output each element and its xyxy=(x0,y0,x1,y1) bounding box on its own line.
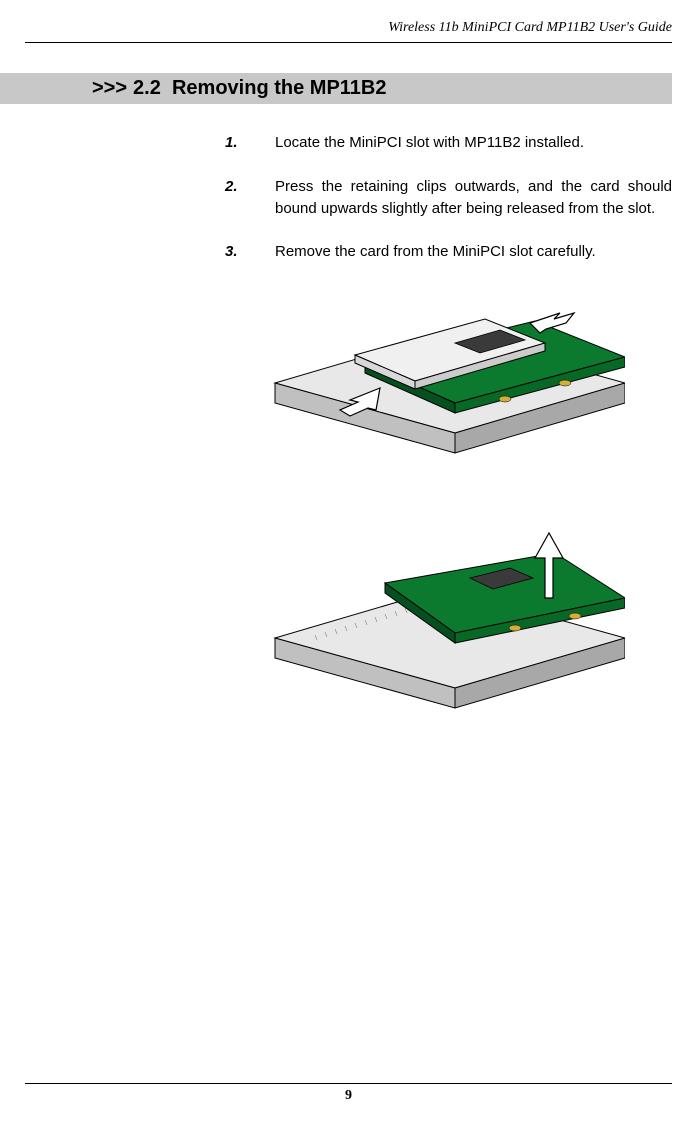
step-number: 1. xyxy=(225,132,275,154)
footer-divider xyxy=(25,1083,672,1084)
step-item: 3. Remove the card from the MiniPCI slot… xyxy=(225,241,672,263)
minipci-diagram-remove-icon xyxy=(245,528,625,728)
page-header: Wireless 11b MiniPCI Card MP11B2 User's … xyxy=(25,20,672,43)
page-number: 9 xyxy=(0,1088,697,1104)
section-heading: >>> 2.2 Removing the MP11B2 xyxy=(0,73,672,104)
step-number: 2. xyxy=(225,176,275,220)
steps-list: 1. Locate the MiniPCI slot with MP11B2 i… xyxy=(225,132,672,263)
diagram-2 xyxy=(245,528,672,733)
step-number: 3. xyxy=(225,241,275,263)
step-text: Remove the card from the MiniPCI slot ca… xyxy=(275,241,672,263)
step-text: Press the retaining clips outwards, and … xyxy=(275,176,672,220)
heading-title: Removing the MP11B2 xyxy=(172,77,387,99)
step-text: Locate the MiniPCI slot with MP11B2 inst… xyxy=(275,132,672,154)
heading-chevrons: >>> xyxy=(92,77,127,99)
diagrams-area xyxy=(245,293,672,733)
minipci-diagram-clips-icon xyxy=(245,293,625,473)
diagram-1 xyxy=(245,293,672,478)
step-item: 1. Locate the MiniPCI slot with MP11B2 i… xyxy=(225,132,672,154)
heading-number: 2.2 xyxy=(133,77,161,99)
step-item: 2. Press the retaining clips outwards, a… xyxy=(225,176,672,220)
